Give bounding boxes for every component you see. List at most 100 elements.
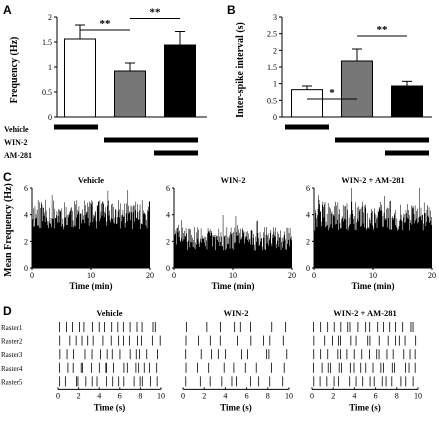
- x-tick-label: 0: [310, 391, 314, 400]
- panel-letter-b: B: [227, 3, 236, 17]
- y-tick-label: 3: [273, 13, 277, 22]
- x-axis-label: Time (min): [211, 281, 254, 291]
- y-tick-label: 0.5: [267, 96, 277, 105]
- frequency-axis-label: Frequency (Hz): [9, 37, 20, 104]
- legend-label-am281: AM-281: [4, 151, 32, 160]
- x-tick-label: 10: [229, 271, 237, 280]
- x-tick-label: 0: [56, 391, 60, 400]
- raster-2: WIN-2 0 2 4 6 8 10 Time (s): [181, 308, 293, 412]
- panel-letter-c: C: [3, 170, 12, 184]
- treatment-bar-1: [285, 124, 329, 130]
- y-tick-label: 4: [166, 211, 170, 220]
- y-tick-label: 6: [24, 184, 28, 193]
- y-tick-label: 0: [166, 264, 170, 273]
- isi-bar-chart: Inter-spike interval (s) 00.511.522.53**…: [235, 13, 432, 122]
- raster-row-label: Raster2: [1, 338, 23, 346]
- y-tick-label: 2: [24, 237, 28, 246]
- x-tick-label: 0: [312, 271, 316, 280]
- panel-letter-a: A: [3, 3, 12, 17]
- x-axis-label: Time (min): [69, 281, 112, 291]
- y-tick-label: 6: [166, 184, 170, 193]
- y-tick-label: 4: [306, 211, 310, 220]
- y-tick-label: 0: [306, 264, 310, 273]
- y-tick-label: 1.5: [42, 38, 52, 47]
- histogram-area: [174, 215, 292, 268]
- legend-label-win2: WIN-2: [4, 138, 28, 147]
- treatment-bar-3: [385, 150, 429, 156]
- y-tick-label: 0.5: [42, 88, 52, 97]
- histogram-title: WIN-2 + AM-281: [341, 175, 404, 185]
- y-tick-label: 4: [24, 211, 28, 220]
- x-tick-label: 10: [87, 271, 95, 280]
- raster-title: WIN-2: [223, 308, 248, 318]
- x-tick-label: 20: [288, 271, 296, 280]
- mean-frequency-axis-label: Mean Frequency (Hz): [3, 183, 14, 277]
- x-tick-label: 10: [157, 391, 165, 400]
- y-tick-label: 2: [166, 237, 170, 246]
- x-tick-label: 4: [223, 391, 227, 400]
- histogram-title: Vehicle: [78, 175, 104, 185]
- x-tick-label: 8: [138, 391, 142, 400]
- y-tick-label: 2: [273, 46, 277, 55]
- histogram-area: [314, 188, 432, 268]
- x-tick-label: 0: [172, 271, 176, 280]
- x-tick-label: 2: [77, 391, 81, 400]
- y-tick-label: 0: [48, 113, 52, 122]
- raster-row-label: Raster1: [1, 324, 23, 332]
- histogram-2: WIN-2 0 2 4 6 0 10 20 Time (min): [166, 175, 296, 291]
- x-tick-label: 20: [146, 271, 154, 280]
- panel-letter-d: D: [3, 304, 12, 318]
- y-tick-label: 1: [48, 63, 52, 72]
- frequency-bar-chart: Frequency (Hz) 0 0.5 1 1.5 2 ** **: [9, 7, 207, 122]
- x-axis-label: Time (s): [349, 402, 381, 412]
- y-tick-label: 1.5: [267, 63, 277, 72]
- x-tick-label: 4: [97, 391, 101, 400]
- raster-1: Vehicle 0 2 4 6 8 10 Time (s): [56, 308, 165, 412]
- x-tick-label: 6: [118, 391, 122, 400]
- raster-title: Vehicle: [96, 308, 122, 318]
- significance-label: **: [377, 24, 389, 36]
- x-axis-label: Time (min): [351, 281, 394, 291]
- x-tick-label: 0: [30, 271, 34, 280]
- bar-2: [341, 60, 373, 118]
- raster-row-label: Raster4: [1, 365, 23, 373]
- x-axis-label: Time (s): [220, 402, 252, 412]
- treatment-bar-2: [104, 137, 198, 143]
- histogram-1: Vehicle 0 2 4 6 0 10 20 Time (min): [24, 175, 154, 291]
- raster-row-label: Raster5: [1, 378, 23, 386]
- bar-1: [64, 38, 96, 118]
- y-tick-label: 0: [273, 113, 277, 122]
- raster-title: WIN-2 + AM-281: [333, 308, 396, 318]
- significance-label: *: [329, 87, 335, 99]
- raster-3: WIN-2 + AM-281 0 2 4 6 8 10 Time (s): [310, 308, 422, 412]
- y-tick-label: 1: [273, 80, 277, 89]
- y-tick-label: 0: [24, 264, 28, 273]
- legend-label-vehicle: Vehicle: [4, 125, 29, 134]
- bar-3: [164, 44, 196, 118]
- x-tick-label: 2: [331, 391, 335, 400]
- x-tick-label: 10: [369, 271, 377, 280]
- x-tick-label: 20: [428, 271, 436, 280]
- bar-1: [291, 89, 323, 118]
- x-tick-label: 6: [245, 391, 249, 400]
- raster-row-label: Raster3: [1, 351, 23, 359]
- x-tick-label: 0: [181, 391, 185, 400]
- bar-2: [114, 70, 146, 118]
- x-tick-label: 8: [395, 391, 399, 400]
- bar-3: [391, 85, 423, 118]
- y-tick-label: 2: [306, 237, 310, 246]
- treatment-bar-2: [335, 137, 429, 143]
- y-tick-label: 6: [306, 184, 310, 193]
- y-tick-label: 2: [48, 13, 52, 22]
- x-tick-label: 6: [374, 391, 378, 400]
- treatment-bar-1: [54, 124, 98, 130]
- x-tick-label: 2: [202, 391, 206, 400]
- treatment-bar-3: [154, 150, 198, 156]
- histogram-title: WIN-2: [220, 175, 245, 185]
- treatment-legend: Vehicle WIN-2 AM-281: [4, 124, 429, 160]
- histogram-3: WIN-2 + AM-281 0 2 4 6 0 10 20 Time (min): [306, 175, 436, 291]
- x-tick-label: 4: [352, 391, 356, 400]
- x-tick-label: 10: [414, 391, 422, 400]
